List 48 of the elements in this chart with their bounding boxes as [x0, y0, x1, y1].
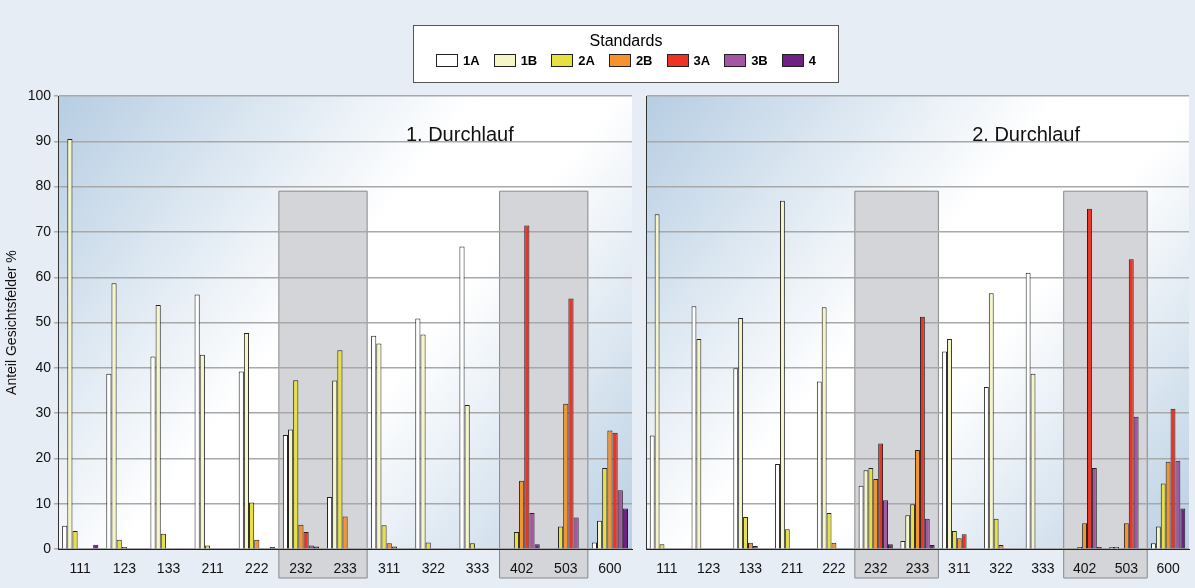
y-tick-label: 10	[35, 494, 52, 511]
x-tick-label: 600	[598, 560, 622, 577]
y-tick-label: 50	[35, 313, 52, 330]
x-tick-label: 111	[69, 560, 92, 577]
y-tick-label: 40	[35, 358, 52, 375]
x-tick-label: 123	[696, 560, 721, 577]
x-tick-label: 211	[781, 560, 804, 577]
x-tick-label: 211	[201, 560, 225, 577]
x-tick-label: 133	[156, 560, 181, 577]
x-tick-label: 232	[289, 560, 313, 577]
x-tick-label: 133	[738, 560, 763, 577]
y-tick-label: 100	[27, 86, 52, 103]
x-tick-label: 333	[465, 560, 490, 577]
legend-label: 3B	[751, 53, 768, 68]
x-tick-label: 503	[1114, 560, 1139, 577]
y-tick-label: 20	[35, 449, 52, 466]
legend-title: Standards	[588, 32, 664, 50]
legend-label: 2A	[578, 53, 595, 68]
y-tick-label: 30	[35, 404, 52, 421]
y-tick-label: 60	[35, 268, 52, 285]
legend-label: 1A	[463, 53, 480, 68]
x-tick-label: 123	[112, 560, 137, 577]
x-tick-label: 233	[905, 560, 930, 577]
x-tick-label: 311	[948, 560, 971, 577]
text: 2. Durchlauf	[972, 122, 1081, 145]
x-tick-label: 111	[656, 560, 678, 577]
x-tick-label: 222	[245, 560, 269, 577]
x-tick-label: 322	[421, 560, 446, 577]
legend-label: 1B	[520, 53, 538, 68]
x-tick-label: 311	[378, 560, 401, 577]
legend-label: 2B	[635, 53, 653, 68]
x-tick-label: 233	[333, 560, 357, 577]
y-tick-label: 80	[35, 177, 52, 194]
x-tick-label: 322	[989, 560, 1013, 577]
x-tick-label: 333	[1031, 560, 1055, 577]
y-tick-label: 0	[43, 540, 52, 557]
legend-label: 4	[808, 53, 816, 68]
x-tick-label: 402	[509, 560, 534, 577]
x-tick-label: 222	[822, 560, 846, 577]
y-tick-label: 90	[35, 132, 52, 149]
y-axis-title: Anteil Gesichtsfelder %	[3, 250, 20, 395]
legend-label: 3A	[693, 53, 711, 68]
text: 1. Durchlauf	[405, 122, 515, 145]
x-tick-label: 232	[864, 560, 888, 577]
y-tick-label: 70	[35, 222, 52, 239]
x-tick-label: 600	[1156, 560, 1181, 577]
x-tick-label: 503	[554, 560, 578, 577]
x-tick-label: 402	[1072, 560, 1097, 577]
